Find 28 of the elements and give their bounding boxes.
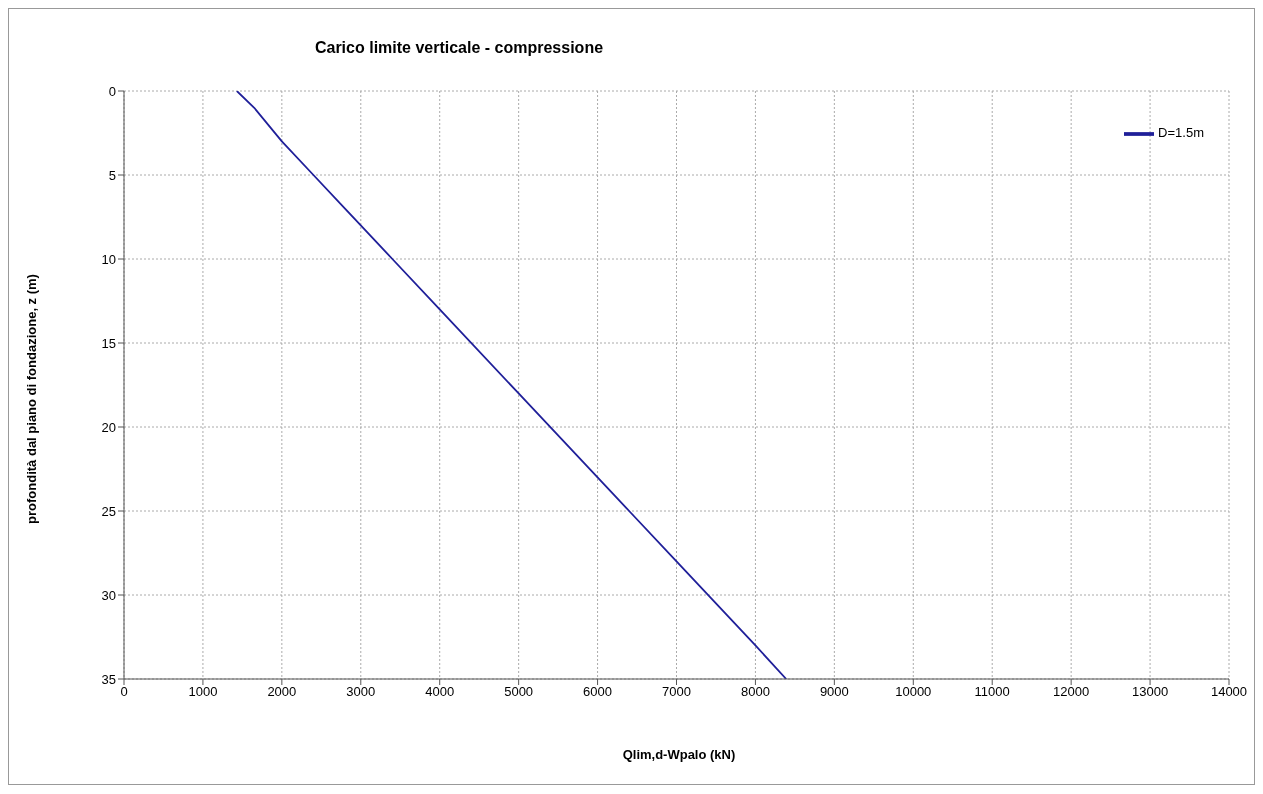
x-tick-label: 1000	[188, 684, 218, 700]
x-tick-label: 13000	[1131, 684, 1169, 700]
y-tick-label: 30	[101, 587, 116, 603]
x-tick-label: 12000	[1053, 684, 1090, 700]
x-tick-label: 5000	[504, 684, 534, 700]
x-axis-title: Qlim,d-Wpalo (kN)	[621, 747, 737, 762]
y-tick-label: 25	[101, 503, 116, 519]
x-tick-label: 9000	[819, 684, 849, 700]
x-tick-label: 3000	[346, 684, 376, 700]
y-tick-label: 5	[108, 167, 116, 183]
y-tick-label: 35	[101, 671, 116, 687]
x-tick-label: 10000	[895, 684, 932, 700]
y-tick-label: 15	[101, 335, 116, 351]
y-axis-title: profondità dal piano di fondazione, z (m)	[23, 274, 39, 524]
y-tick-label: 10	[101, 251, 116, 267]
y-tick-label: 0	[108, 83, 116, 99]
legend-label: D=1.5m	[1158, 125, 1204, 141]
y-tick-label: 20	[101, 419, 116, 435]
x-tick-label: 8000	[740, 684, 770, 700]
x-tick-label: 0	[120, 684, 128, 700]
x-tick-label: 11000	[974, 684, 1010, 700]
chart-title: Carico limite verticale - compressione	[313, 39, 605, 57]
x-tick-label: 7000	[662, 684, 691, 700]
x-tick-label: 2000	[267, 684, 297, 700]
line-series	[235, 91, 788, 679]
x-tick-label: 14000	[1210, 684, 1248, 700]
x-tick-label: 4000	[425, 684, 455, 700]
x-tick-label: 6000	[583, 684, 613, 700]
